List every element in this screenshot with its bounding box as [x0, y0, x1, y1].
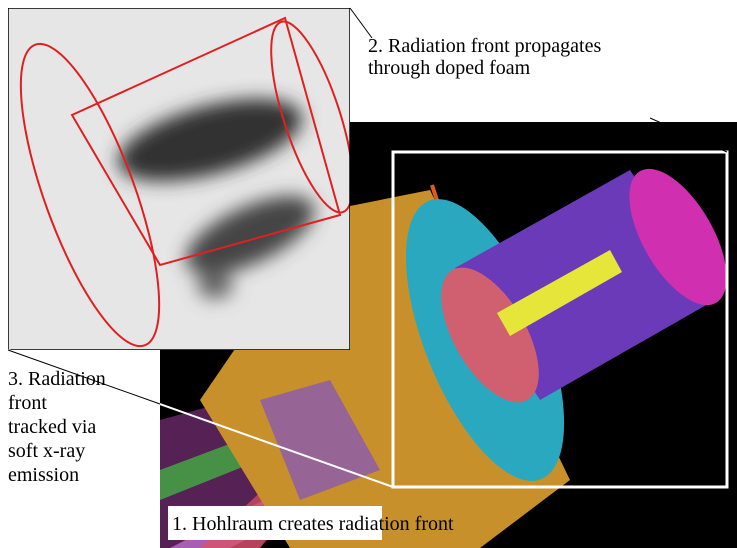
connector	[350, 8, 372, 38]
label-line: 2. Radiation front propagates	[368, 35, 601, 57]
label-line: front	[8, 392, 47, 414]
label: 1. Hohlraum creates radiation front	[172, 513, 454, 535]
label-line: through doped foam	[368, 57, 531, 79]
label-line: 3. Radiation	[8, 368, 106, 390]
label-line: 1. Hohlraum creates radiation front	[172, 513, 454, 535]
label-line: emission	[8, 464, 79, 486]
label-line: soft x-ray	[8, 440, 85, 462]
xray-inset	[0, 8, 370, 361]
figure: 2. Radiation front propagatesthrough dop…	[0, 0, 737, 548]
label-line: tracked via	[8, 416, 96, 438]
